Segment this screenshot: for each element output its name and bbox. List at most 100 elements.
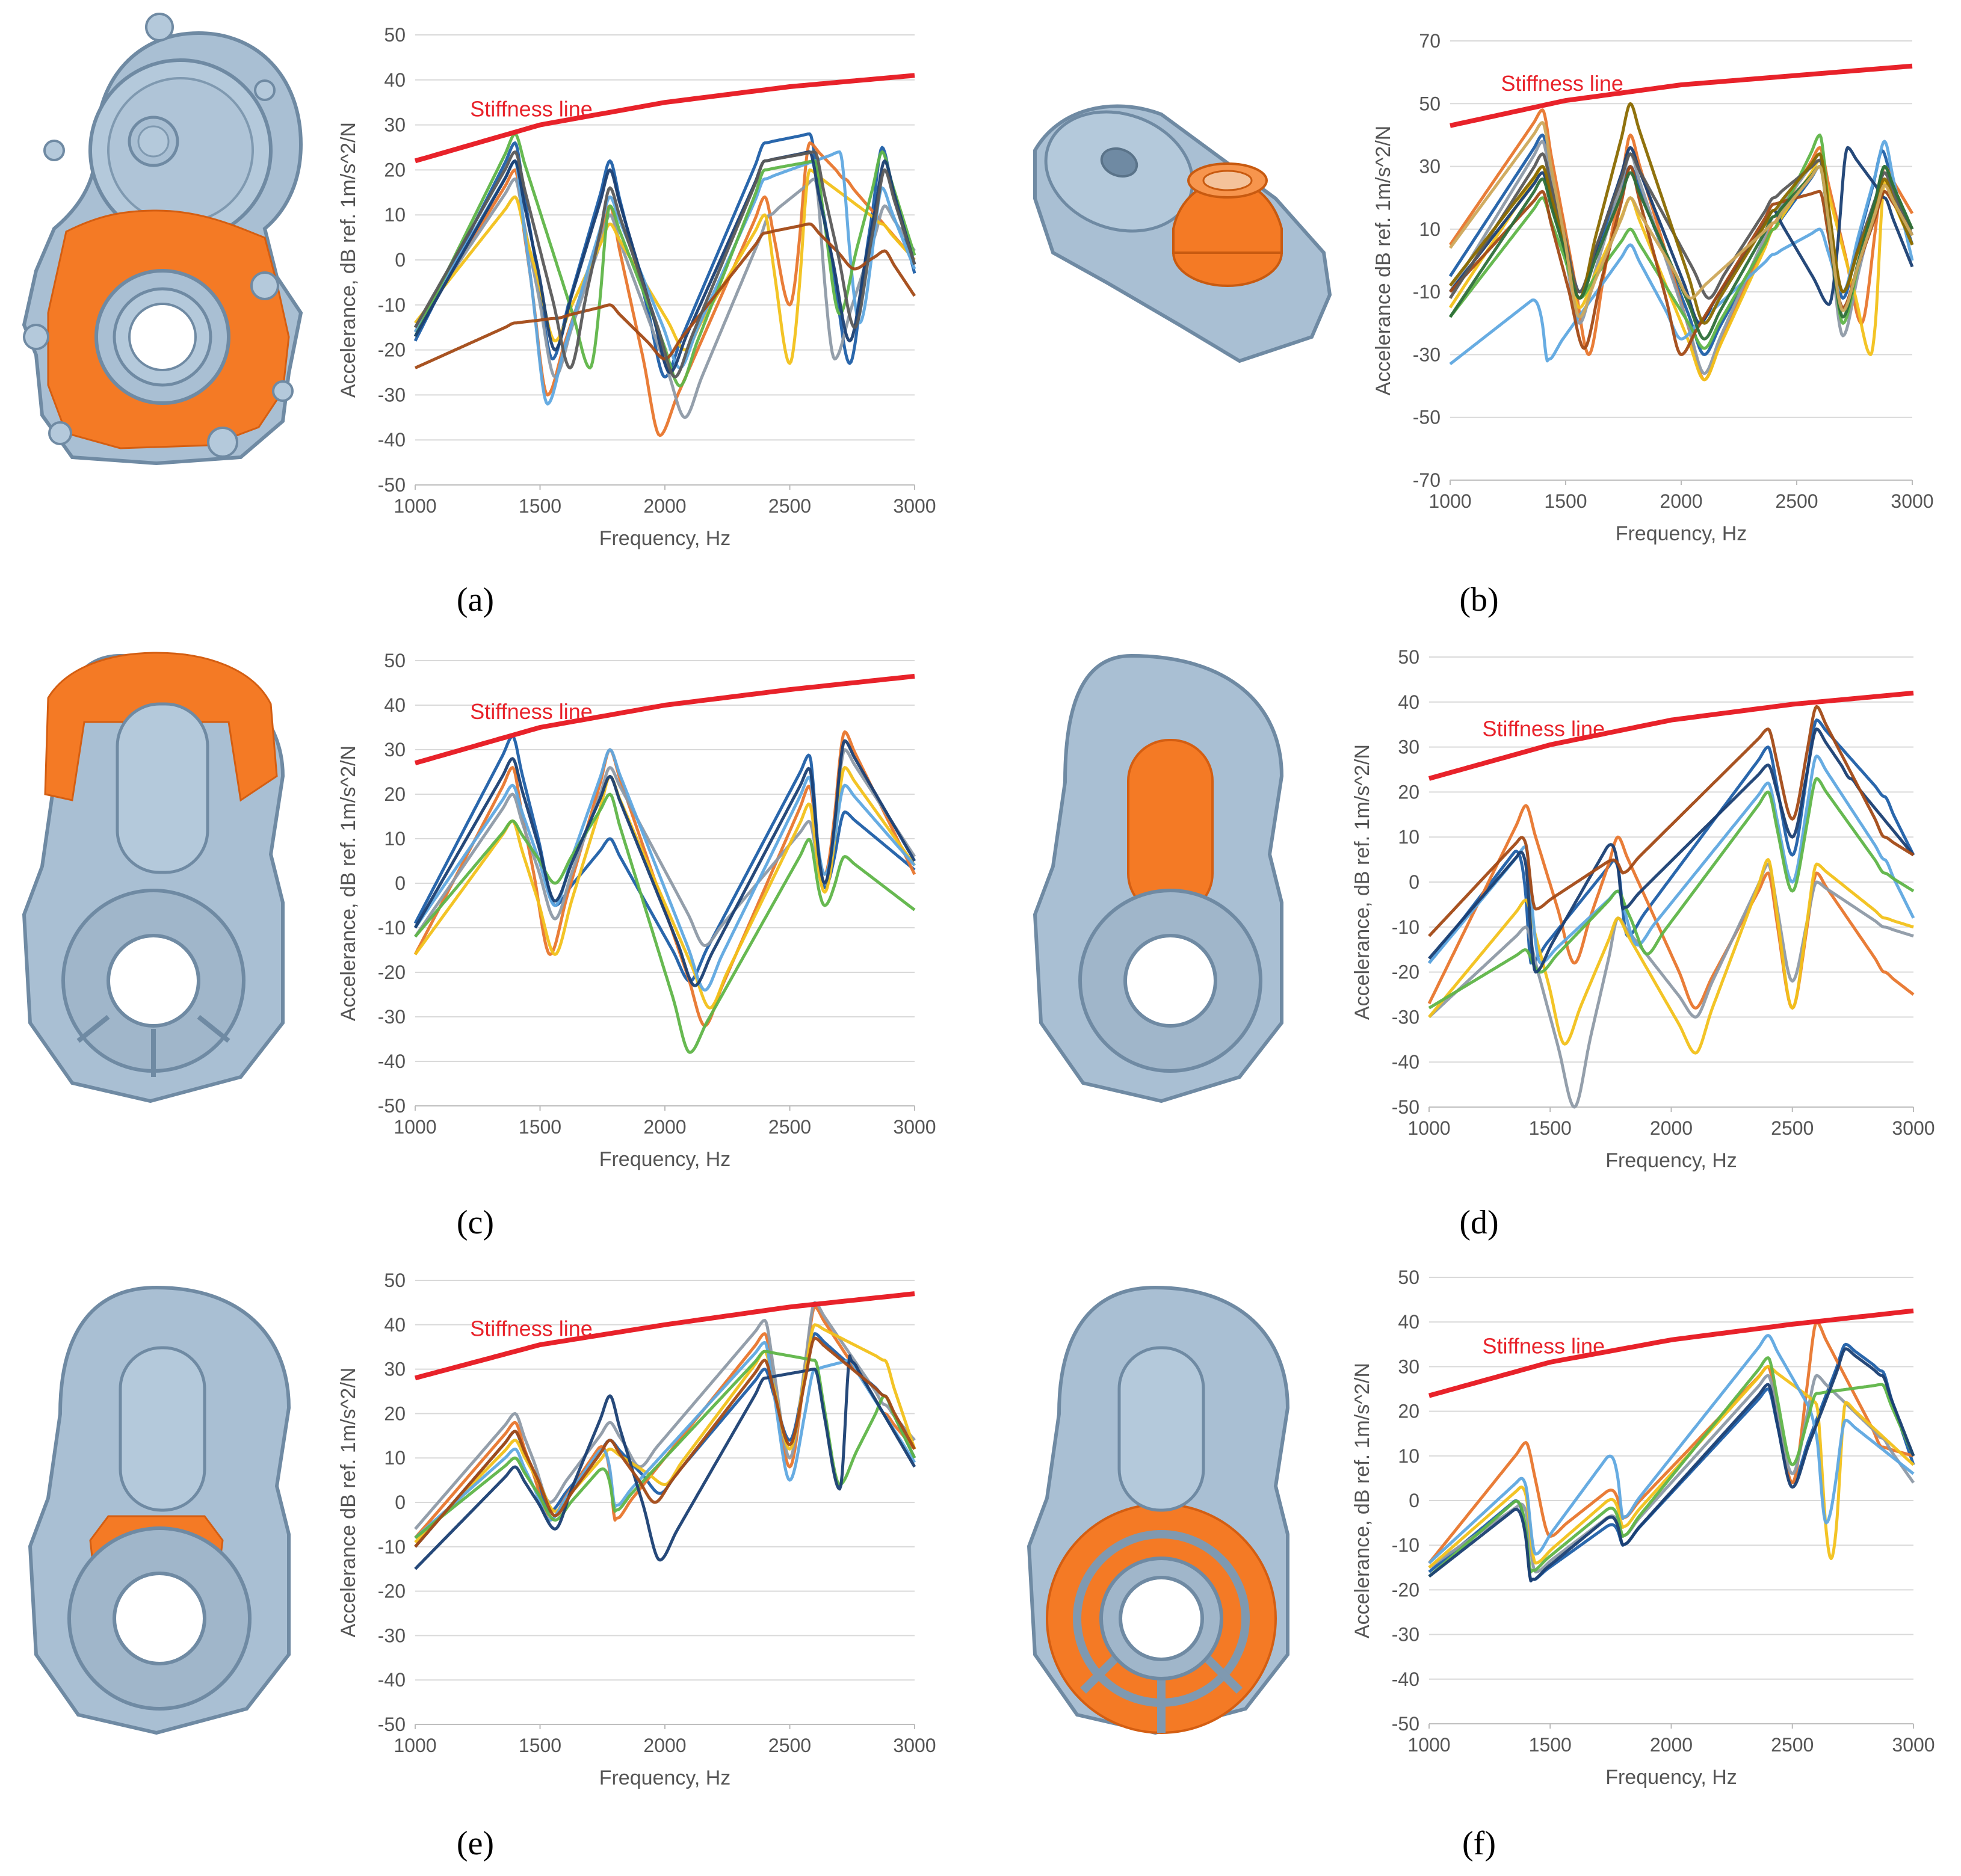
- x-tick-label: 1000: [394, 495, 436, 517]
- y-tick-label: 40: [1398, 1311, 1419, 1333]
- series-line-10: [1449, 102, 1914, 325]
- y-tick-label: -10: [1413, 281, 1441, 303]
- y-tick-label: -30: [1413, 344, 1441, 365]
- stiffness-line: [1428, 1308, 1914, 1398]
- panel-b: -70 -50 -30 -10 10 30 50 70 1000 1500 2000 2500 3000…: [1033, 30, 1934, 619]
- series-line-6: [1428, 1356, 1915, 1578]
- housing-illustration-f: [1027, 1285, 1290, 1735]
- panel-caption: (e): [457, 1825, 494, 1862]
- panel-d: -50 -40 -30 -20 -10 0 10 20 30 40 50 1000 1500 2000 25…: [1033, 646, 1935, 1241]
- y-tick-label: -50: [1392, 1713, 1419, 1735]
- y-tick-label: 50: [384, 24, 406, 46]
- x-tick-label: 3000: [893, 1735, 936, 1756]
- bearing-bore-hole: [107, 934, 200, 1028]
- y-tick-label: -70: [1413, 469, 1441, 491]
- y-tick-label: 30: [1419, 156, 1441, 177]
- highlight-region: [1127, 739, 1214, 916]
- chart-d: -50 -40 -30 -20 -10 0 10 20 30 40 50 1000 1500 2000 25…: [1351, 646, 1935, 1172]
- bearing-bore-hole: [113, 1572, 206, 1665]
- housing-illustration-e: [28, 1285, 291, 1735]
- y-tick-label: -50: [378, 474, 406, 496]
- y-tick-label: -40: [1392, 1668, 1419, 1690]
- housing-illustration-d: [1033, 653, 1284, 1103]
- mounting-bosses: [23, 13, 294, 458]
- y-tick-label: 50: [384, 650, 406, 671]
- y-tick-label: -10: [378, 917, 406, 939]
- chart-b: -70 -50 -30 -10 10 30 50 70 1000 1500 2000 2500 3000…: [1372, 30, 1934, 545]
- y-tick-label: -20: [1392, 961, 1419, 983]
- stiffness-line: [414, 1291, 915, 1381]
- y-tick-label: 50: [1398, 1267, 1419, 1288]
- series-line-7: [1428, 1347, 1915, 1583]
- panel-e: -50 -40 -30 -20 -10 0 10 20 30 40 50 1000 1500 2000 25…: [28, 1270, 936, 1862]
- y-axis-title: Accelerance, dB ref. 1m/s^2/N: [1351, 744, 1374, 1020]
- y-tick-label: 20: [1398, 781, 1419, 803]
- y-tick-label: 30: [1398, 1356, 1419, 1377]
- y-tick-label: 20: [384, 1402, 406, 1424]
- y-tick-label: 70: [1419, 30, 1441, 52]
- x-tick-label: 2500: [768, 1735, 811, 1756]
- x-tick-label: 2000: [643, 1735, 686, 1756]
- y-tick-label: 40: [384, 69, 406, 91]
- highlight-region: [44, 652, 278, 802]
- panel-f: -50 -40 -30 -20 -10 0 10 20 30 40 50 1000 1500 2000 25…: [1027, 1267, 1935, 1862]
- y-tick-label: -50: [1392, 1096, 1419, 1118]
- series-line-2: [1427, 804, 1915, 1010]
- y-tick-label: 50: [1419, 93, 1441, 114]
- x-tick-label: 1000: [394, 1735, 436, 1756]
- x-tick-label: 1000: [394, 1116, 436, 1138]
- stiffness-label: Stiffness line: [1501, 71, 1623, 96]
- panel-caption: (d): [1459, 1204, 1498, 1241]
- y-tick-label: 50: [1398, 646, 1419, 668]
- y-tick-label: -20: [378, 339, 406, 361]
- x-tick-label: 1500: [1529, 1117, 1572, 1139]
- stiffness-line: [1428, 690, 1914, 781]
- y-tick-label: -10: [1392, 1534, 1419, 1556]
- y-tick-label: 10: [384, 1447, 406, 1469]
- x-tick-label: 2500: [1771, 1734, 1814, 1756]
- y-axis-title: Accelerance dB ref. 1m/s^2/N: [1372, 126, 1395, 396]
- series-line-4: [1428, 858, 1914, 1055]
- stiffness-line: [414, 673, 915, 766]
- y-axis-title: Accelerance, dB ref. 1m/s^2/N: [1351, 1363, 1374, 1638]
- series-line-3: [1428, 862, 1914, 1109]
- y-tick-label: -40: [378, 1669, 406, 1691]
- y-tick-label: 30: [1398, 736, 1419, 758]
- chart-e: -50 -40 -30 -20 -10 0 10 20 30 40 50 1000 1500 2000 25…: [337, 1270, 936, 1789]
- housing-illustration-c: [22, 652, 285, 1103]
- y-axis-title: Accelerance, dB ref. 1m/s^2/N: [337, 745, 360, 1021]
- y-tick-label: 20: [1398, 1401, 1419, 1422]
- y-tick-label: 40: [384, 694, 406, 716]
- housing-illustration-a: [22, 13, 303, 466]
- y-tick-label: 30: [384, 1359, 406, 1380]
- center-window: [119, 1346, 206, 1512]
- x-tick-label: 2000: [1650, 1117, 1693, 1139]
- y-tick-label: -10: [378, 294, 406, 316]
- y-tick-label: 40: [1398, 691, 1419, 713]
- x-tick-label: 2000: [1660, 490, 1702, 512]
- series-line-7: [413, 150, 916, 374]
- x-tick-label: 3000: [1892, 1734, 1935, 1756]
- y-tick-label: 10: [1419, 218, 1441, 240]
- y-tick-label: -30: [1392, 1006, 1419, 1028]
- x-tick-label: 3000: [1892, 1117, 1935, 1139]
- y-tick-label: -30: [378, 384, 406, 406]
- x-tick-label: 2500: [768, 1116, 811, 1138]
- y-tick-label: 30: [384, 114, 406, 136]
- chart-c: -50 -40 -30 -20 -10 0 10 20 30 40 50 1000 1500 2000 25…: [337, 650, 936, 1171]
- x-axis-title: Frequency, Hz: [1605, 1149, 1737, 1172]
- series-line-2: [1428, 1320, 1914, 1564]
- x-axis-title: Frequency, Hz: [599, 527, 731, 550]
- y-tick-label: -40: [378, 1051, 406, 1072]
- x-tick-label: 2500: [1771, 1117, 1814, 1139]
- x-axis-title: Frequency, Hz: [599, 1766, 731, 1789]
- y-axis-title: Accelerance, dB ref. 1m/s^2/N: [337, 122, 360, 398]
- panel-c: -50 -40 -30 -20 -10 0 10 20 30 40 50 1000 1500 2000 25…: [22, 650, 936, 1241]
- x-tick-label: 1000: [1407, 1734, 1450, 1756]
- y-tick-label: -30: [378, 1625, 406, 1646]
- x-tick-label: 3000: [893, 495, 936, 517]
- series-line-8: [414, 1336, 916, 1548]
- bearing-bore: [94, 269, 230, 405]
- x-tick-label: 1500: [519, 1116, 561, 1138]
